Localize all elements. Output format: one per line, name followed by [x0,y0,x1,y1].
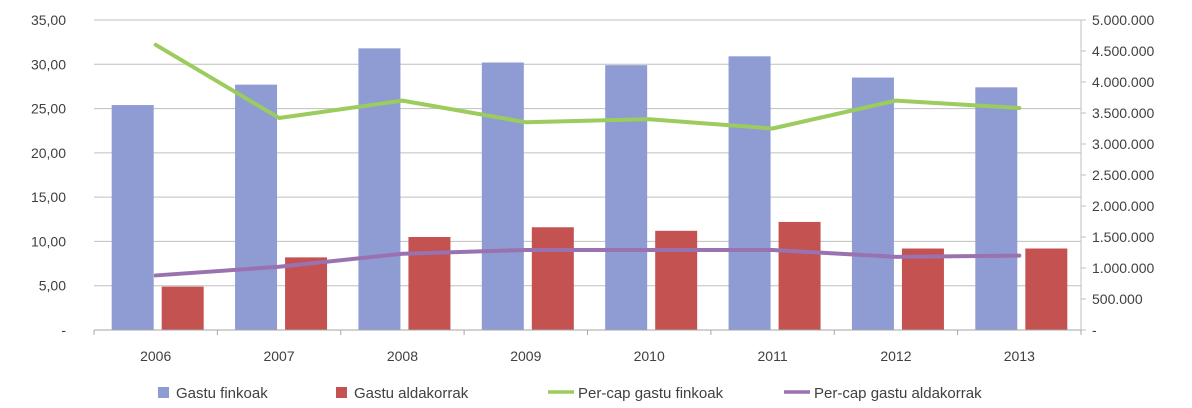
right-tick-label: 4.500.000 [1092,43,1154,59]
bars [111,48,1068,331]
bar-gastu-aldakorrak [285,257,328,330]
bar-gastu-finkoak [358,48,401,330]
legend-label: Gastu finkoak [176,385,268,402]
bar-gastu-finkoak [111,105,154,331]
left-tick-label: 10,00 [31,233,66,249]
x-tick-label: 2012 [880,348,911,364]
x-tick-label: 2013 [1004,348,1035,364]
bar-gastu-finkoak [975,87,1018,330]
right-tick-label: 500.000 [1092,291,1143,307]
right-tick-label: 3.000.000 [1092,136,1154,152]
legend: Gastu finkoak Gastu aldakorrak Per-cap gas… [158,385,982,402]
right-tick-label: 2.000.000 [1092,198,1154,214]
bar-gastu-finkoak [728,56,771,331]
x-tick-label: 2009 [510,348,541,364]
right-tick-label: 5.000.000 [1092,12,1154,28]
left-tick-label: 20,00 [31,145,66,161]
x-tick-label: 2007 [263,348,294,364]
x-tick-label: 2011 [758,348,788,364]
bar-gastu-aldakorrak [655,230,698,330]
left-tick-label: 25,00 [31,101,66,117]
bar-gastu-finkoak [851,77,894,330]
x-axis-ticks: 2006 2007 2008 2009 2010 2011 2012 2013 [140,348,1035,364]
right-tick-label: 3.500.000 [1092,105,1154,121]
right-tick-label: 2.500.000 [1092,167,1154,183]
right-tick-label: 1.500.000 [1092,229,1154,245]
left-tick-label: - [61,322,66,338]
legend-label: Per-cap gastu finkoak [578,385,724,402]
bar-gastu-aldakorrak [1025,248,1068,330]
left-axis-ticks: - 5,00 10,00 15,00 20,00 25,00 30,00 35,00 [31,12,66,338]
bar-gastu-aldakorrak [778,221,821,330]
axes [93,19,1086,335]
line-per-cap-gastu-aldakorrak [153,248,1022,278]
left-tick-label: 35,00 [31,12,66,28]
bar-gastu-finkoak [481,62,524,331]
right-tick-label: - [1092,322,1097,338]
bar-gastu-aldakorrak [161,286,204,330]
bar-gastu-aldakorrak [531,227,574,330]
left-tick-label: 30,00 [31,56,66,72]
x-tick-label: 2008 [387,348,418,364]
right-axis-ticks: - 500.000 1.000.000 1.500.000 2.000.000 2.500… [1092,12,1154,338]
legend-swatch [336,387,347,398]
bar-gastu-aldakorrak [901,248,944,330]
legend-label: Per-cap gastu aldakorrak [814,385,982,402]
bar-gastu-finkoak [605,65,648,331]
right-tick-label: 1.000.000 [1092,260,1154,276]
bar-gastu-finkoak [235,84,278,331]
legend-label: Gastu aldakorrak [354,385,469,402]
x-tick-label: 2006 [140,348,171,364]
left-tick-label: 5,00 [39,278,66,294]
lines [153,42,1022,278]
line-per-cap-gastu-finkoak [153,42,1022,131]
right-tick-label: 4.000.000 [1092,74,1154,90]
legend-swatch [158,387,169,398]
x-tick-label: 2010 [634,348,665,364]
left-tick-label: 15,00 [31,189,66,205]
